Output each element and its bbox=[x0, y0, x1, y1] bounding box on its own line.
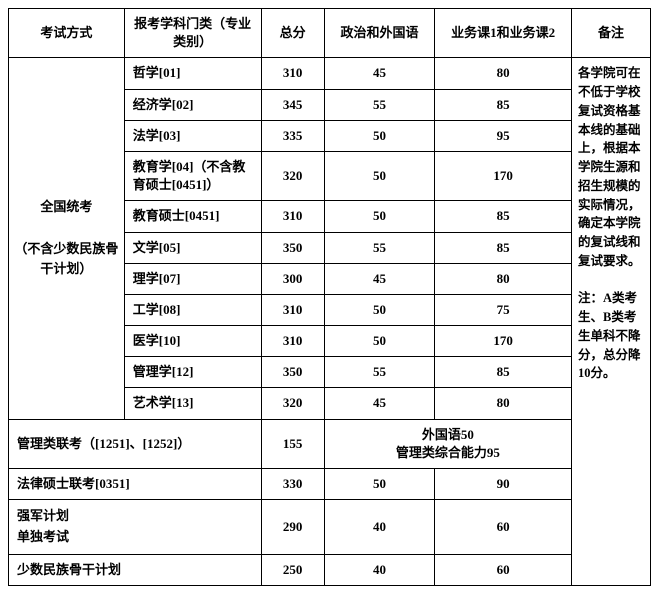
mgmt-exam-label: 管理类联考（[1251]、[1252]） bbox=[9, 419, 262, 468]
table-row: 全国统考（不含少数民族骨干计划）哲学[01]3104580各学院可在不低于学校复… bbox=[9, 58, 651, 89]
subject-cell: 教育学[04]（不含教育硕士[0451]） bbox=[124, 151, 261, 200]
business-cell: 75 bbox=[435, 294, 572, 325]
subject-cell: 文学[05] bbox=[124, 232, 261, 263]
total-cell: 350 bbox=[261, 232, 324, 263]
politics-cell: 45 bbox=[324, 388, 435, 419]
total-cell: 320 bbox=[261, 151, 324, 200]
law-politics: 50 bbox=[324, 469, 435, 500]
politics-cell: 55 bbox=[324, 232, 435, 263]
business-cell: 85 bbox=[435, 232, 572, 263]
national-exam-cell: 全国统考（不含少数民族骨干计划） bbox=[9, 58, 125, 419]
header-remark: 备注 bbox=[572, 9, 651, 58]
military-politics: 40 bbox=[324, 500, 435, 555]
law-total: 330 bbox=[261, 469, 324, 500]
subject-cell: 艺术学[13] bbox=[124, 388, 261, 419]
header-row: 考试方式 报考学科门类（专业类别） 总分 政治和外国语 业务课1和业务课2 备注 bbox=[9, 9, 651, 58]
mgmt-combined: 外国语50管理类综合能力95 bbox=[324, 419, 571, 468]
header-exam-method: 考试方式 bbox=[9, 9, 125, 58]
politics-cell: 50 bbox=[324, 151, 435, 200]
header-total: 总分 bbox=[261, 9, 324, 58]
total-cell: 310 bbox=[261, 326, 324, 357]
total-cell: 310 bbox=[261, 294, 324, 325]
business-cell: 85 bbox=[435, 201, 572, 232]
subject-cell: 管理学[12] bbox=[124, 357, 261, 388]
minority-exam-row: 少数民族骨干计划2504060 bbox=[9, 554, 651, 585]
law-exam-row: 法律硕士联考[0351]3305090 bbox=[9, 469, 651, 500]
politics-cell: 55 bbox=[324, 357, 435, 388]
minority-exam-label: 少数民族骨干计划 bbox=[9, 554, 262, 585]
total-cell: 320 bbox=[261, 388, 324, 419]
subject-cell: 理学[07] bbox=[124, 263, 261, 294]
politics-cell: 55 bbox=[324, 89, 435, 120]
header-subject: 报考学科门类（专业类别） bbox=[124, 9, 261, 58]
subject-cell: 教育硕士[0451] bbox=[124, 201, 261, 232]
law-business: 90 bbox=[435, 469, 572, 500]
politics-cell: 50 bbox=[324, 201, 435, 232]
business-cell: 85 bbox=[435, 89, 572, 120]
politics-cell: 45 bbox=[324, 58, 435, 89]
military-business: 60 bbox=[435, 500, 572, 555]
mgmt-total: 155 bbox=[261, 419, 324, 468]
business-cell: 170 bbox=[435, 326, 572, 357]
military-total: 290 bbox=[261, 500, 324, 555]
business-cell: 95 bbox=[435, 120, 572, 151]
politics-cell: 50 bbox=[324, 294, 435, 325]
mgmt-exam-row: 管理类联考（[1251]、[1252]）155外国语50管理类综合能力95 bbox=[9, 419, 651, 468]
military-exam-label: 强军计划单独考试 bbox=[9, 500, 262, 555]
politics-cell: 45 bbox=[324, 263, 435, 294]
politics-cell: 50 bbox=[324, 326, 435, 357]
total-cell: 350 bbox=[261, 357, 324, 388]
politics-cell: 50 bbox=[324, 120, 435, 151]
minority-business: 60 bbox=[435, 554, 572, 585]
business-cell: 85 bbox=[435, 357, 572, 388]
total-cell: 310 bbox=[261, 58, 324, 89]
subject-cell: 法学[03] bbox=[124, 120, 261, 151]
total-cell: 300 bbox=[261, 263, 324, 294]
remark-cell: 各学院可在不低于学校复试资格基本线的基础上，根据本学院生源和招生规模的实际情况，… bbox=[572, 58, 651, 586]
subject-cell: 工学[08] bbox=[124, 294, 261, 325]
law-exam-label: 法律硕士联考[0351] bbox=[9, 469, 262, 500]
subject-cell: 经济学[02] bbox=[124, 89, 261, 120]
total-cell: 345 bbox=[261, 89, 324, 120]
minority-politics: 40 bbox=[324, 554, 435, 585]
header-politics: 政治和外国语 bbox=[324, 9, 435, 58]
subject-cell: 医学[10] bbox=[124, 326, 261, 357]
subject-cell: 哲学[01] bbox=[124, 58, 261, 89]
score-table: 考试方式 报考学科门类（专业类别） 总分 政治和外国语 业务课1和业务课2 备注… bbox=[8, 8, 651, 586]
military-exam-row: 强军计划单独考试2904060 bbox=[9, 500, 651, 555]
minority-total: 250 bbox=[261, 554, 324, 585]
business-cell: 80 bbox=[435, 263, 572, 294]
business-cell: 170 bbox=[435, 151, 572, 200]
total-cell: 335 bbox=[261, 120, 324, 151]
business-cell: 80 bbox=[435, 388, 572, 419]
total-cell: 310 bbox=[261, 201, 324, 232]
business-cell: 80 bbox=[435, 58, 572, 89]
header-business: 业务课1和业务课2 bbox=[435, 9, 572, 58]
